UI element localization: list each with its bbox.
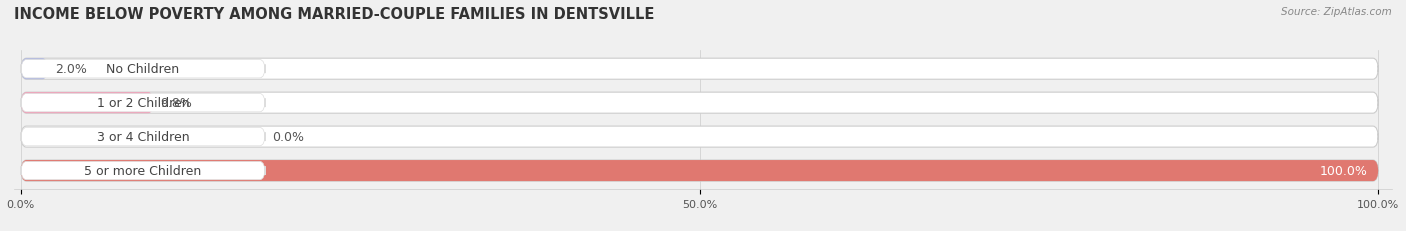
FancyBboxPatch shape bbox=[21, 128, 266, 146]
Text: No Children: No Children bbox=[107, 63, 180, 76]
Text: Source: ZipAtlas.com: Source: ZipAtlas.com bbox=[1281, 7, 1392, 17]
FancyBboxPatch shape bbox=[21, 127, 1378, 148]
Text: 1 or 2 Children: 1 or 2 Children bbox=[97, 97, 190, 110]
Text: 2.0%: 2.0% bbox=[55, 63, 87, 76]
Text: 9.8%: 9.8% bbox=[160, 97, 193, 110]
FancyBboxPatch shape bbox=[21, 59, 48, 80]
Text: 3 or 4 Children: 3 or 4 Children bbox=[97, 131, 190, 143]
FancyBboxPatch shape bbox=[21, 93, 153, 114]
Text: INCOME BELOW POVERTY AMONG MARRIED-COUPLE FAMILIES IN DENTSVILLE: INCOME BELOW POVERTY AMONG MARRIED-COUPL… bbox=[14, 7, 654, 22]
FancyBboxPatch shape bbox=[21, 60, 266, 79]
FancyBboxPatch shape bbox=[21, 160, 1378, 181]
FancyBboxPatch shape bbox=[21, 93, 1378, 114]
FancyBboxPatch shape bbox=[21, 59, 1378, 80]
FancyBboxPatch shape bbox=[21, 162, 266, 180]
Text: 5 or more Children: 5 or more Children bbox=[84, 164, 201, 177]
FancyBboxPatch shape bbox=[21, 160, 1378, 181]
Text: 0.0%: 0.0% bbox=[271, 131, 304, 143]
Text: 100.0%: 100.0% bbox=[1320, 164, 1368, 177]
FancyBboxPatch shape bbox=[21, 94, 266, 112]
